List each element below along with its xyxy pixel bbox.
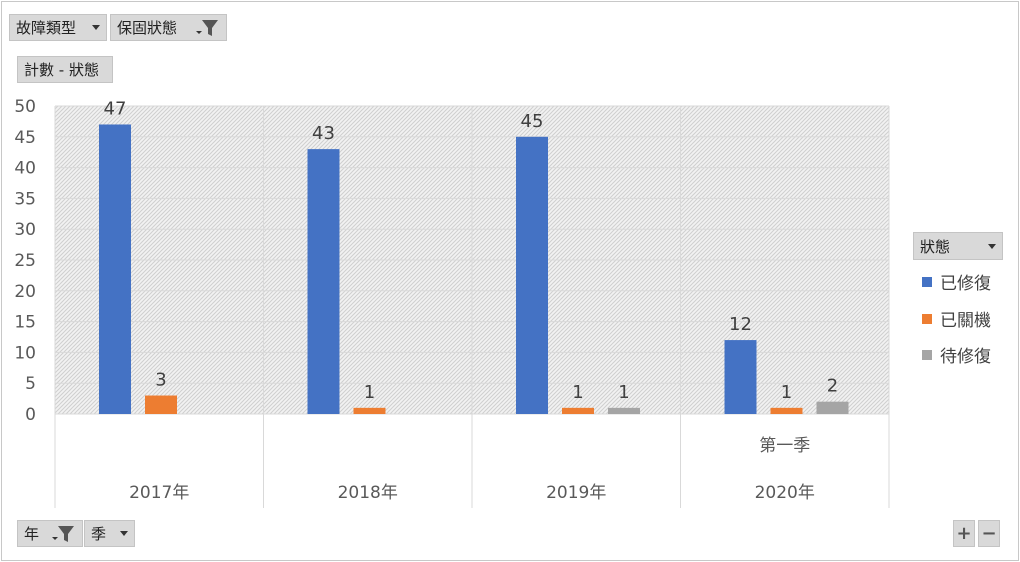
y-tick-label: 15	[14, 313, 36, 333]
chevron-down-icon	[120, 531, 128, 536]
bar	[816, 401, 849, 414]
data-label: 47	[104, 98, 127, 119]
y-tick-label: 10	[14, 343, 36, 363]
data-label: 1	[364, 382, 375, 403]
quarter-label: 季	[91, 525, 107, 543]
collapse-button[interactable]: −	[978, 520, 1000, 547]
y-tick-label: 40	[14, 159, 36, 179]
bar	[562, 407, 594, 414]
fault-type-field-button[interactable]: 故障類型	[9, 14, 107, 41]
data-label: 45	[521, 111, 544, 132]
data-label: 1	[618, 382, 629, 403]
legend-label: 已修復	[940, 274, 991, 294]
data-label: 3	[155, 370, 166, 391]
y-tick-label: 30	[14, 220, 36, 240]
chevron-down-icon	[92, 25, 100, 30]
bar	[724, 340, 757, 414]
legend-label: 待修復	[940, 347, 991, 367]
warranty-status-field-button[interactable]: 保固狀態	[110, 14, 227, 41]
x-category-label: 2020年	[755, 483, 815, 503]
year-field-button[interactable]: 年	[17, 520, 83, 547]
data-label: 1	[781, 382, 792, 403]
data-label: 43	[312, 123, 335, 144]
filter-icon	[50, 524, 76, 544]
year-label: 年	[24, 525, 40, 543]
y-tick-label: 20	[14, 282, 36, 302]
legend-title-label: 狀態	[920, 237, 951, 256]
x-category-label: 2018年	[338, 483, 398, 503]
plus-icon: +	[956, 523, 972, 544]
value-field-label: 計數 - 狀態	[24, 61, 99, 79]
bar	[608, 407, 640, 414]
legend-item-pending: 待修復	[922, 342, 991, 367]
bar	[307, 149, 340, 414]
data-label: 12	[729, 314, 752, 335]
x-subcategory-label: 第一季	[759, 436, 810, 456]
warranty-status-label: 保固狀態	[117, 19, 178, 37]
y-tick-label: 35	[14, 189, 36, 209]
y-tick-label: 45	[14, 128, 36, 148]
bar	[145, 395, 177, 414]
x-category-label: 2017年	[129, 483, 189, 503]
legend-swatch	[922, 276, 932, 287]
value-field-button[interactable]: 計數 - 狀態	[17, 56, 113, 83]
legend-title-button[interactable]: 狀態	[913, 232, 1003, 260]
filter-icon	[194, 18, 220, 38]
bar	[770, 407, 803, 414]
legend-item-shutdown: 已關機	[922, 306, 991, 331]
minus-icon: −	[981, 523, 997, 544]
data-label: 1	[572, 382, 583, 403]
data-label: 2	[827, 376, 838, 397]
legend-swatch	[922, 349, 932, 360]
legend-item-repaired: 已修復	[922, 269, 991, 294]
bar	[99, 124, 131, 414]
bar	[516, 136, 548, 415]
fault-type-label: 故障類型	[16, 19, 77, 37]
chevron-down-icon	[988, 243, 996, 249]
y-tick-label: 0	[25, 405, 36, 425]
legend-swatch	[922, 313, 932, 324]
bar	[353, 407, 386, 414]
x-category-label: 2019年	[546, 483, 606, 503]
expand-button[interactable]: +	[953, 520, 975, 547]
y-tick-label: 50	[14, 97, 36, 117]
quarter-field-button[interactable]: 季	[84, 520, 135, 547]
y-tick-label: 25	[14, 251, 36, 271]
legend-label: 已關機	[940, 311, 991, 331]
y-tick-label: 5	[25, 374, 36, 394]
